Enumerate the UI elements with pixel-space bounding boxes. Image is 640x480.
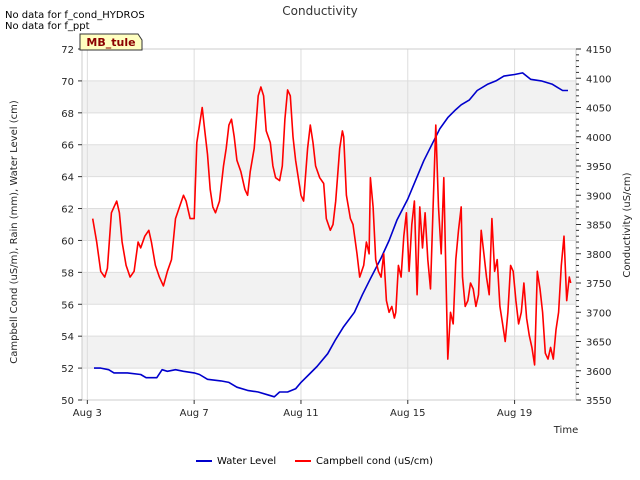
plot-band (82, 144, 576, 177)
site-label-box: MB_tule (79, 33, 143, 51)
plot-band (82, 368, 576, 400)
legend: Water Level Campbell cond (uS/cm) (196, 456, 433, 467)
right-tick-label: 3900 (586, 191, 611, 202)
left-axis-label: Campbell Cond (uS/m), Rain (mm), Water L… (9, 100, 20, 364)
left-tick-label: 52 (61, 364, 74, 375)
left-tick-label: 72 (61, 45, 74, 56)
plot-band (82, 272, 576, 305)
right-tick-label: 4100 (586, 74, 611, 85)
right-tick-label: 4050 (586, 104, 611, 115)
x-axis-ticks: Aug 3 Aug 7 Aug 11 Aug 15 Aug 19 (73, 400, 532, 419)
x-tick-label: Aug 19 (497, 408, 532, 419)
left-tick-label: 58 (61, 268, 74, 279)
plot-band (82, 112, 576, 145)
right-axis-ticks: 3550 3600 3650 3700 3750 3800 3850 3900 3950 4000… (576, 45, 611, 407)
plot-band (82, 176, 576, 209)
right-tick-label: 3650 (586, 338, 611, 349)
right-tick-label: 3700 (586, 308, 611, 319)
plot-background-bands (82, 49, 576, 400)
left-tick-label: 66 (61, 141, 74, 152)
x-tick-label: Aug 7 (180, 408, 209, 419)
left-tick-label: 60 (61, 236, 74, 247)
right-tick-label: 3800 (586, 250, 611, 261)
x-tick-label: Aug 11 (283, 408, 318, 419)
right-tick-label: 3600 (586, 367, 611, 378)
right-axis-label: Conductivity (uS/cm) (622, 172, 633, 277)
x-tick-label: Aug 3 (73, 408, 102, 419)
left-tick-label: 68 (61, 109, 74, 120)
left-axis-ticks: 50 52 54 56 58 60 62 64 66 68 70 72 (61, 45, 82, 407)
left-tick-label: 50 (61, 396, 74, 407)
left-tick-label: 56 (61, 300, 74, 311)
site-label: MB_tule (86, 36, 135, 49)
left-tick-label: 62 (61, 205, 74, 216)
right-tick-label: 3850 (586, 221, 611, 232)
right-tick-label: 4150 (586, 45, 611, 56)
chart-title: Conductivity (282, 4, 357, 18)
right-tick-label: 3950 (586, 162, 611, 173)
series-water-level-line (94, 72, 568, 398)
x-tick-label: Aug 15 (390, 408, 425, 419)
x-axis-label: Time (553, 425, 578, 436)
no-data-note-1: No data for f_cond_HYDROS (5, 10, 145, 21)
right-tick-label: 3750 (586, 279, 611, 290)
right-tick-label: 4000 (586, 133, 611, 144)
series-layer (91, 72, 572, 398)
plot-band (82, 80, 576, 113)
legend-water-level-label: Water Level (217, 456, 276, 467)
left-tick-label: 70 (61, 77, 74, 88)
plot-band (82, 304, 576, 337)
legend-campbell-cond-label: Campbell cond (uS/cm) (316, 456, 433, 467)
series-campbell-cond-line (91, 86, 572, 366)
no-data-note-2: No data for f_ppt (5, 21, 90, 32)
left-tick-label: 54 (61, 332, 74, 343)
left-tick-label: 64 (61, 173, 74, 184)
plot-band (82, 49, 576, 81)
right-tick-label: 3550 (586, 396, 611, 407)
